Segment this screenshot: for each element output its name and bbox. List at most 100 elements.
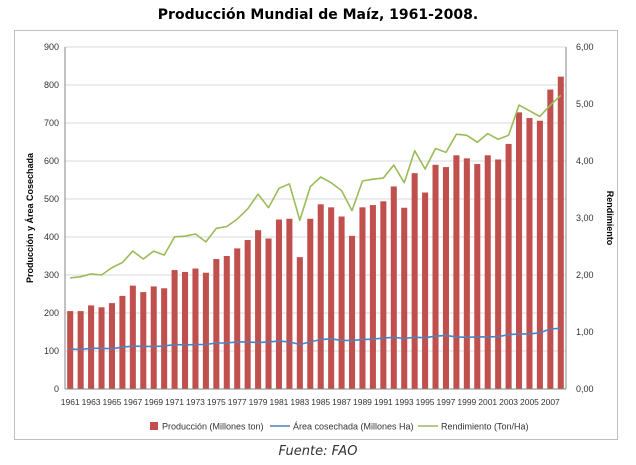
x-tick-label: 1977 xyxy=(228,397,247,407)
y-tick-label: 0 xyxy=(54,384,59,394)
y-tick-label: 200 xyxy=(44,308,59,318)
yield-line xyxy=(70,94,562,279)
production-bar xyxy=(390,186,397,389)
grid-layer xyxy=(65,46,566,352)
x-tick-label: 1971 xyxy=(165,397,184,407)
y2-tick-label: 1,00 xyxy=(576,327,594,337)
bars-layer xyxy=(67,76,564,390)
y-tick-label: 700 xyxy=(44,118,59,128)
production-bar xyxy=(422,192,429,389)
production-bar xyxy=(265,238,272,389)
lines-layer xyxy=(70,94,562,351)
production-bar xyxy=(453,155,460,389)
y-tick-label: 500 xyxy=(44,194,59,204)
chart-title: Producción Mundial de Maíz, 1961-2008. xyxy=(157,7,479,23)
production-bar xyxy=(369,205,376,389)
production-bar xyxy=(150,286,157,389)
production-bar xyxy=(505,143,512,389)
production-bar xyxy=(244,240,251,389)
legend-swatch-production xyxy=(150,422,158,430)
production-bar xyxy=(547,89,554,389)
production-bar xyxy=(516,112,523,390)
x-tick-label: 2003 xyxy=(499,397,518,407)
x-tick-label: 1985 xyxy=(311,397,330,407)
x-tick-label: 1989 xyxy=(353,397,372,407)
x-tick-label: 1961 xyxy=(61,397,80,407)
y2-tick-label: 4,00 xyxy=(576,156,594,166)
production-bar xyxy=(495,159,502,389)
production-bar xyxy=(223,256,230,389)
x-tick-label: 1987 xyxy=(332,397,351,407)
y-tick-label: 100 xyxy=(44,346,59,356)
production-bar xyxy=(401,207,408,389)
production-bar xyxy=(432,164,439,389)
production-bar xyxy=(182,271,189,389)
production-bar xyxy=(338,216,345,389)
x-tick-label: 2007 xyxy=(541,397,560,407)
y-tick-label: 300 xyxy=(44,270,59,280)
production-bar xyxy=(328,207,335,389)
production-bar xyxy=(359,207,366,389)
x-tick-label: 2005 xyxy=(520,397,539,407)
production-bar xyxy=(296,257,303,389)
production-bar xyxy=(484,155,491,389)
y2-tick-label: 5,00 xyxy=(576,99,594,109)
y2-axis-title: Rendimiento xyxy=(605,191,615,246)
production-bar xyxy=(88,305,95,389)
production-bar xyxy=(275,219,282,389)
production-bar xyxy=(108,303,115,389)
production-bar xyxy=(161,288,168,389)
area-line xyxy=(70,327,561,351)
y-tick-label: 800 xyxy=(44,80,59,90)
y-axis-title: Producción y Área Cosechada xyxy=(25,152,35,283)
production-bar xyxy=(234,248,241,389)
production-bar xyxy=(526,118,533,389)
y-tick-label: 900 xyxy=(44,42,59,52)
production-bar xyxy=(119,295,126,389)
production-bar xyxy=(474,164,481,389)
production-bar xyxy=(411,173,418,389)
production-bar xyxy=(192,268,199,389)
x-tick-label: 1981 xyxy=(270,397,289,407)
x-tick-label: 1997 xyxy=(437,397,456,407)
x-tick-label: 1965 xyxy=(103,397,122,407)
legend-label-area: Área cosechada (Millones Ha) xyxy=(293,422,414,432)
x-tick-label: 1975 xyxy=(207,397,226,407)
axes-layer: 0 100 200 300 400 500 600 700 800 900 0,00 1,00 2,00… xyxy=(25,42,615,407)
production-bar xyxy=(442,167,449,389)
legend-label-production: Producción (Millones ton) xyxy=(162,422,264,432)
x-tick-label: 1967 xyxy=(123,397,142,407)
production-bar xyxy=(140,292,147,389)
legend-layer: Producción (Millones ton) Área cosechada … xyxy=(150,422,529,432)
production-bar xyxy=(202,272,209,389)
x-tick-label: 1999 xyxy=(457,397,476,407)
y2-tick-label: 0,00 xyxy=(576,384,594,394)
x-tick-label: 1991 xyxy=(374,397,393,407)
x-tick-label: 1983 xyxy=(290,397,309,407)
legend-label-yield: Rendimiento (Ton/Ha) xyxy=(441,422,529,432)
y2-tick-label: 6,00 xyxy=(576,42,594,52)
x-tick-label: 1993 xyxy=(395,397,414,407)
production-bar xyxy=(380,201,387,389)
production-bar xyxy=(171,270,178,389)
production-bar xyxy=(557,76,564,389)
production-bar xyxy=(255,230,262,389)
source-caption: Fuente: FAO xyxy=(278,444,358,459)
production-bar xyxy=(286,218,293,389)
production-bar xyxy=(536,120,543,389)
y2-tick-label: 3,00 xyxy=(576,213,594,223)
y-tick-label: 600 xyxy=(44,156,59,166)
production-bar xyxy=(129,285,136,389)
production-bar xyxy=(307,218,314,389)
production-bar xyxy=(349,235,356,389)
y2-tick-label: 2,00 xyxy=(576,270,594,280)
x-tick-label: 1963 xyxy=(82,397,101,407)
x-tick-label: 1995 xyxy=(416,397,435,407)
y-tick-label: 400 xyxy=(44,232,59,242)
production-bar xyxy=(463,158,470,389)
production-bar xyxy=(317,204,324,389)
production-bar xyxy=(213,259,220,389)
x-tick-label: 2001 xyxy=(478,397,497,407)
x-tick-label: 1979 xyxy=(249,397,268,407)
